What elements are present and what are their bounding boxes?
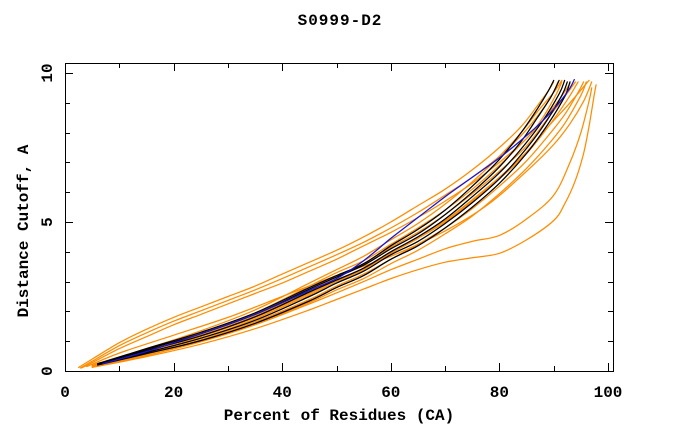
curve-orange-11 — [86, 81, 593, 368]
y-tick-label: 0 — [39, 366, 57, 376]
curve-black-2 — [102, 79, 560, 364]
y-tick-label: 10 — [39, 63, 57, 82]
curve-orange-7 — [91, 81, 579, 368]
x-tick-label: 100 — [594, 384, 623, 402]
x-tick-label: 80 — [490, 384, 509, 402]
curve-orange-4 — [91, 79, 563, 366]
curve-orange-6 — [91, 81, 577, 367]
curve-black-1 — [102, 79, 555, 363]
curve-black-5 — [96, 81, 571, 366]
curve-orange-fast-2 — [79, 81, 559, 369]
x-tick-label: 20 — [164, 384, 183, 402]
curve-orange-fast-3 — [80, 81, 563, 369]
x-tick-label: 0 — [60, 384, 70, 402]
curve-blue-1 — [102, 78, 575, 365]
curve-orange-10 — [91, 79, 590, 367]
curve-orange-slow-12 — [91, 84, 597, 369]
x-axis-label: Percent of Residues (CA) — [223, 407, 455, 425]
curve-black-3 — [96, 79, 566, 365]
chart-title: S0999-D2 — [297, 12, 383, 30]
curve-black-4 — [96, 81, 568, 366]
curve-orange-5 — [91, 82, 571, 367]
curve-orange-fast-1 — [77, 81, 555, 369]
curve-orange-slow-13 — [91, 87, 593, 368]
x-tick-label: 40 — [273, 384, 292, 402]
plot-frame — [65, 63, 614, 372]
x-tick-label: 60 — [381, 384, 400, 402]
y-tick-label: 5 — [39, 217, 57, 227]
